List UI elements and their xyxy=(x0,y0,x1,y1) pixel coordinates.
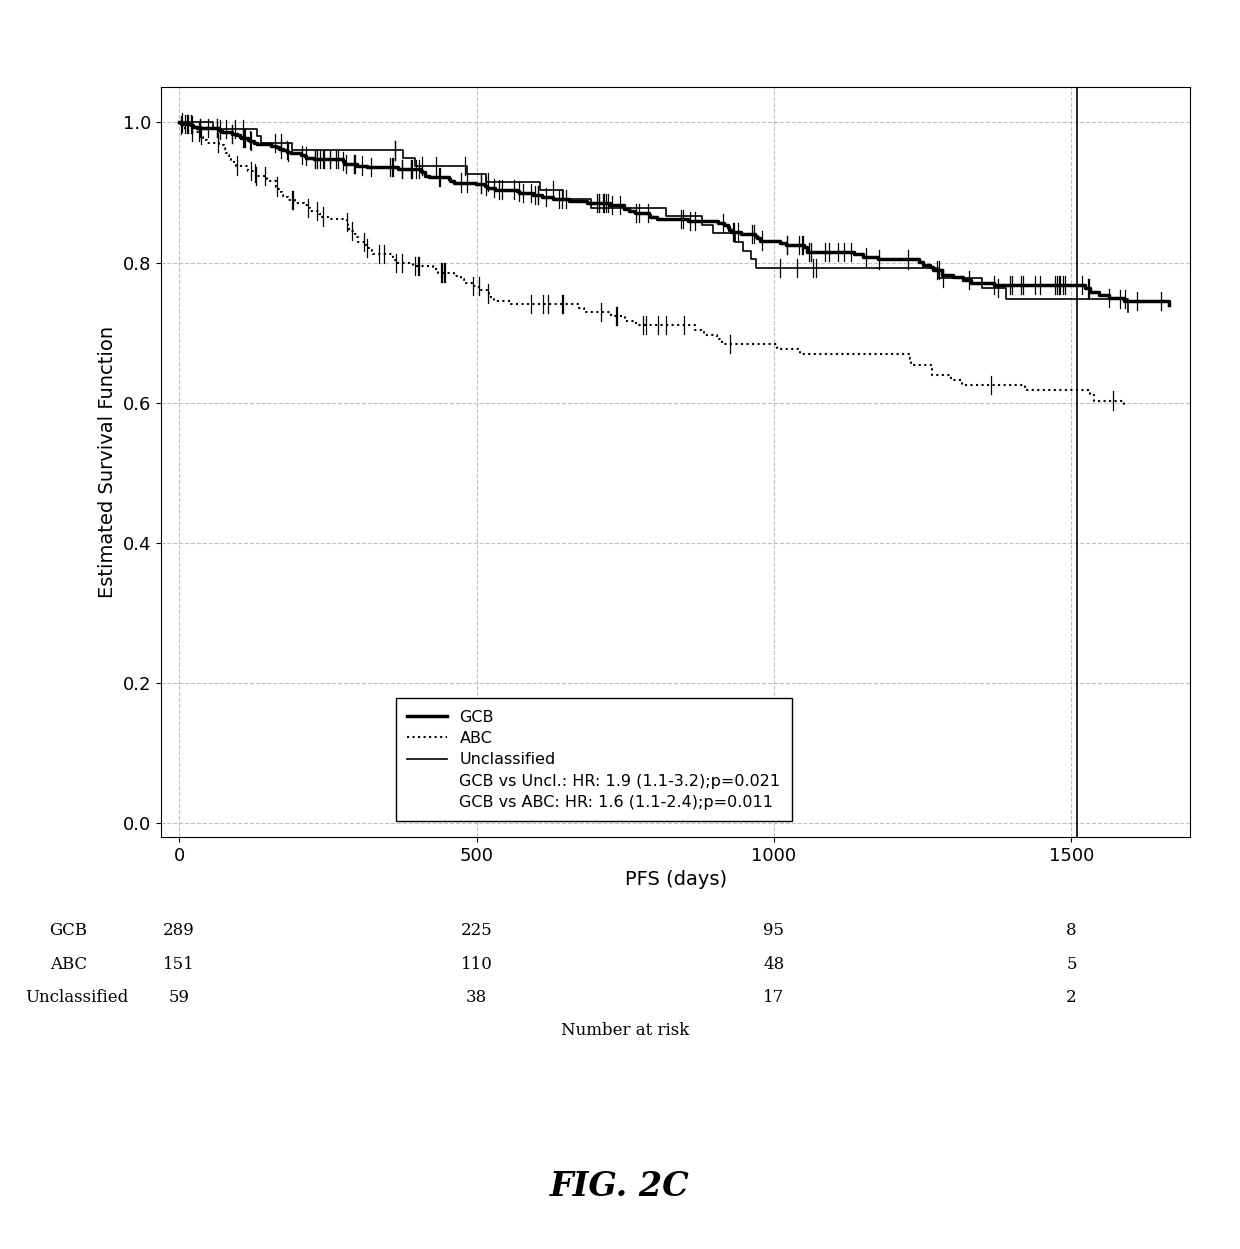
Text: 110: 110 xyxy=(460,955,492,973)
Text: 48: 48 xyxy=(764,955,785,973)
Text: 59: 59 xyxy=(169,989,190,1007)
Y-axis label: Estimated Survival Function: Estimated Survival Function xyxy=(98,326,118,598)
Text: 289: 289 xyxy=(164,922,195,939)
Text: 5: 5 xyxy=(1066,955,1076,973)
Text: 38: 38 xyxy=(466,989,487,1007)
Text: ABC: ABC xyxy=(50,955,87,973)
Text: FIG. 2C: FIG. 2C xyxy=(551,1170,689,1203)
Text: 225: 225 xyxy=(460,922,492,939)
Text: Number at risk: Number at risk xyxy=(562,1022,689,1039)
X-axis label: PFS (days): PFS (days) xyxy=(625,871,727,889)
Text: 17: 17 xyxy=(764,989,785,1007)
Text: 8: 8 xyxy=(1066,922,1076,939)
Text: GCB: GCB xyxy=(50,922,88,939)
Text: 2: 2 xyxy=(1066,989,1076,1007)
Text: Unclassified: Unclassified xyxy=(25,989,128,1007)
Legend: GCB, ABC, Unclassified, GCB vs Uncl.: HR: 1.9 (1.1-3.2);p=0.021, GCB vs ABC: HR:: GCB, ABC, Unclassified, GCB vs Uncl.: HR… xyxy=(396,698,792,822)
Text: 95: 95 xyxy=(764,922,785,939)
Text: 151: 151 xyxy=(164,955,195,973)
